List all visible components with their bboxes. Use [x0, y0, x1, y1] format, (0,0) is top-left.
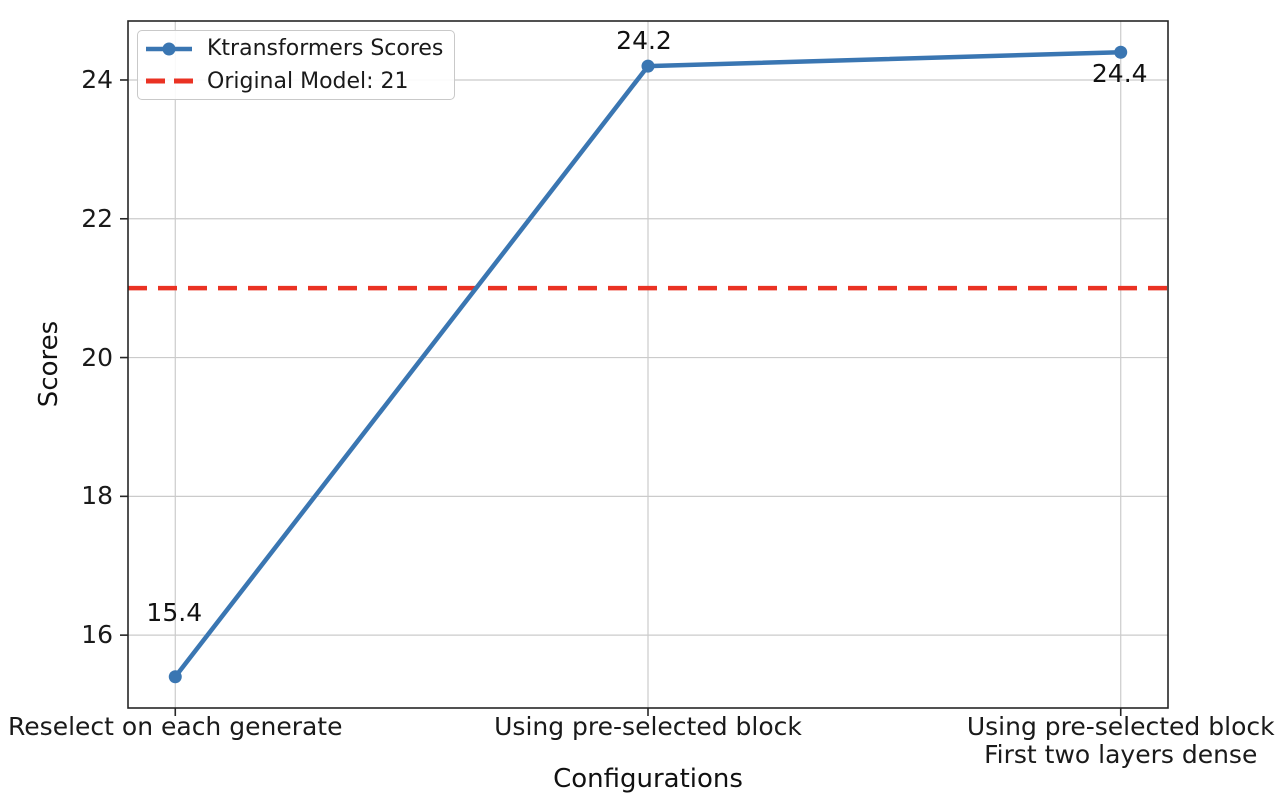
y-tick-label: 22: [81, 203, 113, 233]
data-point-marker: [641, 59, 655, 73]
data-point-marker: [1114, 45, 1128, 59]
x-axis-label: Configurations: [553, 764, 743, 794]
legend: Ktransformers Scores Original Model: 21: [137, 30, 455, 100]
legend-label-reference: Original Model: 21: [207, 68, 409, 94]
data-point-label: 24.2: [616, 26, 672, 56]
y-tick-label: 16: [81, 620, 113, 650]
data-point-label: 24.4: [1091, 59, 1148, 89]
legend-label-series: Ktransformers Scores: [207, 36, 444, 62]
y-tick-label: 20: [81, 342, 113, 372]
plot-border: [127, 20, 1169, 709]
y-tick-label: 24: [81, 64, 113, 94]
x-tick-label-line: Using pre-selected block: [966, 712, 1275, 741]
x-tick-label-line: Reselect on each generate: [8, 712, 343, 741]
x-tick-label-line: First two layers dense: [984, 740, 1258, 769]
x-tick-label: Using pre-selected block First two layers…: [967, 713, 1275, 769]
x-tick-label: Using pre-selected block: [494, 713, 802, 741]
series-line-sample-icon: [146, 42, 192, 56]
y-tick-label: 18: [81, 481, 113, 511]
data-point-label: 15.4: [146, 597, 203, 627]
legend-entry-series: Ktransformers Scores: [145, 34, 454, 64]
data-point-marker: [168, 670, 182, 684]
legend-entry-reference: Original Model: 21: [145, 66, 454, 96]
x-tick-label: Reselect on each generate: [8, 713, 342, 741]
reference-dash-sample-icon: [146, 78, 193, 84]
x-tick-label-line: Using pre-selected block: [494, 712, 802, 741]
